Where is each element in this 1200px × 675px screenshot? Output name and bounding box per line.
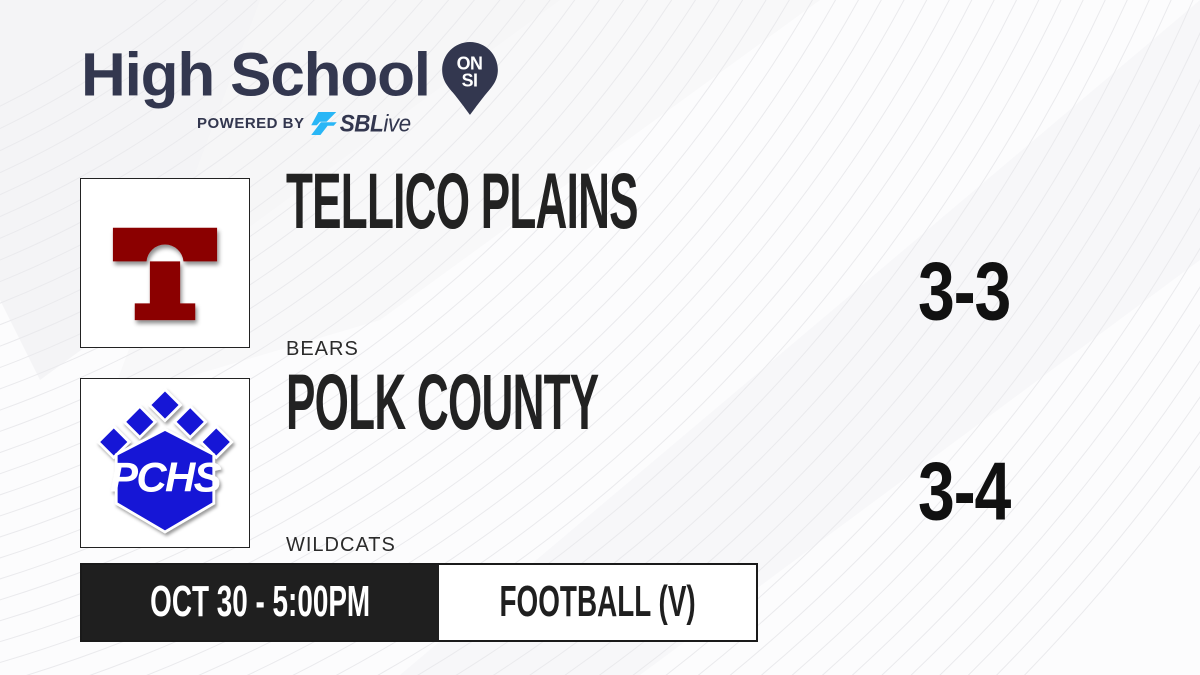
svg-text:PCHS: PCHS [110,454,222,501]
